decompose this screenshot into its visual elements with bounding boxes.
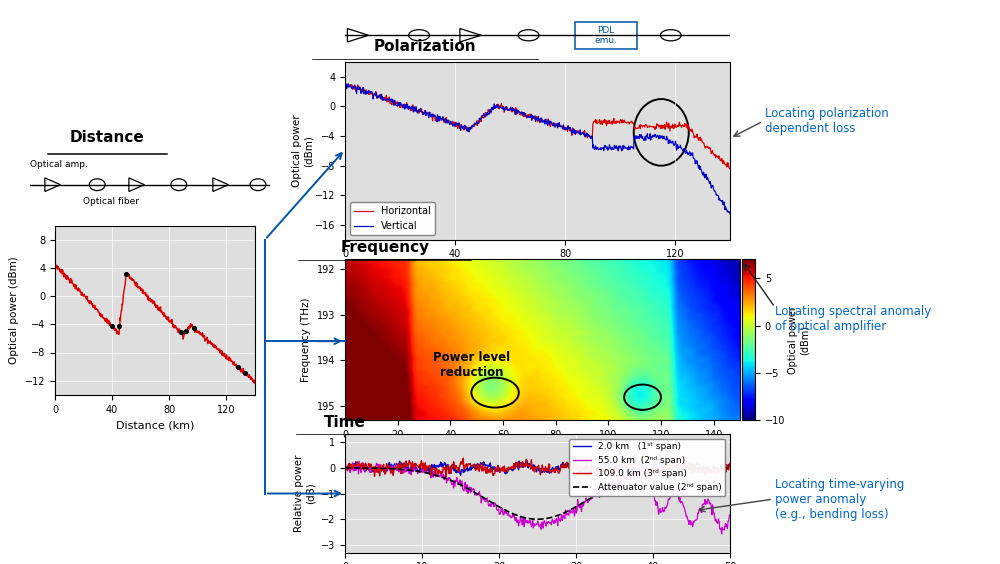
Text: PDL
emu.: PDL emu. (594, 25, 617, 45)
Horizontal (433, 114, 445, 121)
Line: Vertical: Vertical (345, 83, 730, 214)
Text: Distance: Distance (70, 130, 145, 145)
Y-axis label: Frequency (THz): Frequency (THz) (301, 298, 311, 382)
Y-axis label: Relative power
(dB): Relative power (dB) (294, 455, 315, 532)
Point (104, 322, 120, 331)
Point (186, 323, 202, 332)
Text: Polarization: Polarization (374, 39, 476, 54)
Point (178, 327, 194, 336)
X-axis label: Distance (km): Distance (km) (498, 265, 577, 275)
Vertical (686, 152, 698, 158)
Text: Frequency: Frequency (340, 240, 430, 255)
Text: Time: Time (324, 415, 366, 430)
Point (230, 363, 246, 372)
Text: Power level
reduction: Power level reduction (433, 351, 510, 379)
Vertical (461, 127, 473, 134)
Horizontal (339, 79, 351, 86)
X-axis label: Distance (km): Distance (km) (503, 446, 582, 456)
Line: Horizontal: Horizontal (345, 82, 730, 169)
X-axis label: Distance (km): Distance (km) (116, 420, 194, 430)
Point (118, 269, 134, 278)
Text: Locating polarization
dependent loss: Locating polarization dependent loss (765, 107, 889, 135)
Point (111, 322, 127, 331)
FancyBboxPatch shape (575, 21, 637, 49)
Legend: Horizontal, Vertical: Horizontal, Vertical (350, 202, 435, 235)
Horizontal (461, 124, 473, 130)
Y-axis label: Optical power
(dBm): Optical power (dBm) (292, 114, 313, 187)
Text: Optical fiber: Optical fiber (83, 197, 139, 206)
Vertical (724, 210, 736, 217)
Vertical (592, 144, 604, 151)
Point (237, 369, 253, 378)
Horizontal (448, 122, 460, 129)
Text: Locating spectral anomaly
of optical amplifier: Locating spectral anomaly of optical amp… (775, 305, 931, 333)
Horizontal (724, 165, 736, 172)
Horizontal (686, 126, 698, 133)
Text: Locating time-varying
power anomaly
(e.g., bending loss): Locating time-varying power anomaly (e.g… (775, 478, 904, 521)
Vertical (339, 80, 351, 86)
Y-axis label: Optical power (dBm): Optical power (dBm) (9, 256, 19, 364)
Vertical (639, 135, 651, 142)
Vertical (448, 122, 460, 129)
Y-axis label: Optical power
(dBm): Optical power (dBm) (788, 306, 809, 374)
Legend: 2.0 km   (1ˢᵗ span), 55.0 km  (2ⁿᵈ span), 109.0 km (3ʳᵈ span), Attenuator value : 2.0 km (1ˢᵗ span), 55.0 km (2ⁿᵈ span), 1… (569, 439, 725, 496)
Horizontal (639, 124, 651, 130)
Vertical (433, 118, 445, 125)
Text: Optical amp.: Optical amp. (30, 160, 88, 169)
Point (173, 328, 189, 337)
Horizontal (592, 120, 604, 126)
